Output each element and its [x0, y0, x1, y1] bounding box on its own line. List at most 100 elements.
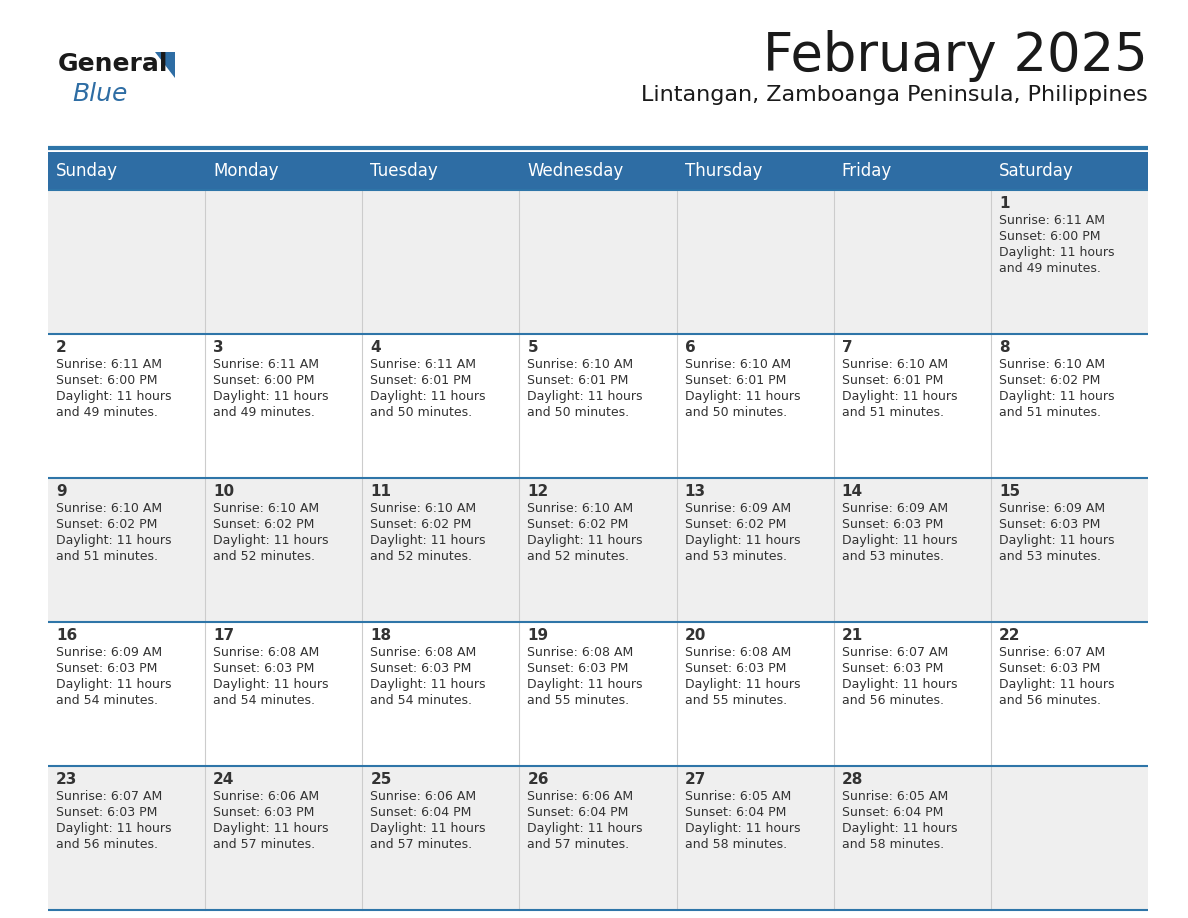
Text: and 52 minutes.: and 52 minutes. — [213, 550, 315, 563]
Text: Sunset: 6:02 PM: Sunset: 6:02 PM — [999, 374, 1100, 387]
Text: 18: 18 — [371, 628, 391, 643]
Text: Daylight: 11 hours: Daylight: 11 hours — [842, 534, 958, 547]
Text: Daylight: 11 hours: Daylight: 11 hours — [371, 822, 486, 835]
Text: and 49 minutes.: and 49 minutes. — [213, 406, 315, 419]
Text: Sunset: 6:03 PM: Sunset: 6:03 PM — [527, 662, 628, 675]
Text: and 58 minutes.: and 58 minutes. — [684, 838, 786, 851]
Text: Sunset: 6:01 PM: Sunset: 6:01 PM — [684, 374, 786, 387]
Text: Sunset: 6:00 PM: Sunset: 6:00 PM — [999, 230, 1100, 243]
Text: and 54 minutes.: and 54 minutes. — [56, 694, 158, 707]
Text: and 54 minutes.: and 54 minutes. — [213, 694, 315, 707]
Text: and 50 minutes.: and 50 minutes. — [527, 406, 630, 419]
Text: Daylight: 11 hours: Daylight: 11 hours — [527, 822, 643, 835]
Text: Sunset: 6:03 PM: Sunset: 6:03 PM — [56, 662, 157, 675]
Bar — [48, 478, 1148, 622]
Text: Sunset: 6:03 PM: Sunset: 6:03 PM — [999, 518, 1100, 531]
Text: and 49 minutes.: and 49 minutes. — [56, 406, 158, 419]
Text: Daylight: 11 hours: Daylight: 11 hours — [56, 390, 171, 403]
Text: and 57 minutes.: and 57 minutes. — [527, 838, 630, 851]
Text: Sunrise: 6:11 AM: Sunrise: 6:11 AM — [213, 358, 320, 371]
Text: and 55 minutes.: and 55 minutes. — [684, 694, 786, 707]
Text: Sunset: 6:03 PM: Sunset: 6:03 PM — [999, 662, 1100, 675]
Text: February 2025: February 2025 — [763, 30, 1148, 82]
Text: Sunset: 6:03 PM: Sunset: 6:03 PM — [842, 662, 943, 675]
Text: Sunset: 6:01 PM: Sunset: 6:01 PM — [371, 374, 472, 387]
Text: 7: 7 — [842, 340, 852, 355]
Text: Sunrise: 6:10 AM: Sunrise: 6:10 AM — [56, 502, 162, 515]
Text: and 55 minutes.: and 55 minutes. — [527, 694, 630, 707]
Text: Sunset: 6:02 PM: Sunset: 6:02 PM — [527, 518, 628, 531]
Text: 11: 11 — [371, 484, 391, 499]
Text: 24: 24 — [213, 772, 234, 787]
Text: Sunrise: 6:09 AM: Sunrise: 6:09 AM — [684, 502, 791, 515]
Text: Thursday: Thursday — [684, 162, 762, 180]
Text: Daylight: 11 hours: Daylight: 11 hours — [842, 822, 958, 835]
Text: Daylight: 11 hours: Daylight: 11 hours — [999, 246, 1114, 259]
Text: Sunrise: 6:05 AM: Sunrise: 6:05 AM — [684, 790, 791, 803]
Text: and 53 minutes.: and 53 minutes. — [684, 550, 786, 563]
Text: 19: 19 — [527, 628, 549, 643]
Text: 27: 27 — [684, 772, 706, 787]
Text: 2: 2 — [56, 340, 67, 355]
Text: Sunset: 6:04 PM: Sunset: 6:04 PM — [842, 806, 943, 819]
Text: Daylight: 11 hours: Daylight: 11 hours — [56, 534, 171, 547]
Text: Sunset: 6:03 PM: Sunset: 6:03 PM — [684, 662, 786, 675]
Text: Daylight: 11 hours: Daylight: 11 hours — [999, 390, 1114, 403]
Text: 9: 9 — [56, 484, 67, 499]
Text: Daylight: 11 hours: Daylight: 11 hours — [56, 678, 171, 691]
Text: and 51 minutes.: and 51 minutes. — [999, 406, 1101, 419]
Text: and 56 minutes.: and 56 minutes. — [842, 694, 943, 707]
Text: Sunset: 6:00 PM: Sunset: 6:00 PM — [213, 374, 315, 387]
Text: and 49 minutes.: and 49 minutes. — [999, 262, 1101, 275]
Text: Sunset: 6:03 PM: Sunset: 6:03 PM — [213, 662, 315, 675]
Text: 20: 20 — [684, 628, 706, 643]
Text: 26: 26 — [527, 772, 549, 787]
Text: Sunset: 6:03 PM: Sunset: 6:03 PM — [842, 518, 943, 531]
Text: Sunrise: 6:08 AM: Sunrise: 6:08 AM — [684, 646, 791, 659]
Text: 23: 23 — [56, 772, 77, 787]
Text: 15: 15 — [999, 484, 1020, 499]
Text: Sunrise: 6:09 AM: Sunrise: 6:09 AM — [999, 502, 1105, 515]
Text: Sunset: 6:00 PM: Sunset: 6:00 PM — [56, 374, 158, 387]
Text: Daylight: 11 hours: Daylight: 11 hours — [842, 678, 958, 691]
Text: Tuesday: Tuesday — [371, 162, 438, 180]
Text: Sunset: 6:02 PM: Sunset: 6:02 PM — [684, 518, 786, 531]
Text: 8: 8 — [999, 340, 1010, 355]
Text: Sunrise: 6:10 AM: Sunrise: 6:10 AM — [527, 502, 633, 515]
Bar — [48, 766, 1148, 910]
Text: Sunrise: 6:11 AM: Sunrise: 6:11 AM — [56, 358, 162, 371]
Text: 22: 22 — [999, 628, 1020, 643]
Text: Sunrise: 6:07 AM: Sunrise: 6:07 AM — [999, 646, 1105, 659]
Text: 10: 10 — [213, 484, 234, 499]
Text: Daylight: 11 hours: Daylight: 11 hours — [684, 678, 800, 691]
Text: Friday: Friday — [842, 162, 892, 180]
Text: and 58 minutes.: and 58 minutes. — [842, 838, 943, 851]
Text: Daylight: 11 hours: Daylight: 11 hours — [999, 534, 1114, 547]
Text: Saturday: Saturday — [999, 162, 1074, 180]
Text: Sunset: 6:04 PM: Sunset: 6:04 PM — [371, 806, 472, 819]
Text: Sunset: 6:04 PM: Sunset: 6:04 PM — [684, 806, 786, 819]
Polygon shape — [154, 52, 175, 78]
Text: Sunrise: 6:06 AM: Sunrise: 6:06 AM — [371, 790, 476, 803]
Text: Daylight: 11 hours: Daylight: 11 hours — [213, 822, 329, 835]
Text: 4: 4 — [371, 340, 381, 355]
Bar — [48, 152, 1148, 190]
Text: Sunrise: 6:06 AM: Sunrise: 6:06 AM — [213, 790, 320, 803]
Text: Daylight: 11 hours: Daylight: 11 hours — [371, 678, 486, 691]
Text: and 56 minutes.: and 56 minutes. — [56, 838, 158, 851]
Text: Wednesday: Wednesday — [527, 162, 624, 180]
Text: Sunset: 6:03 PM: Sunset: 6:03 PM — [213, 806, 315, 819]
Text: Monday: Monday — [213, 162, 279, 180]
Text: 28: 28 — [842, 772, 864, 787]
Text: Sunset: 6:03 PM: Sunset: 6:03 PM — [371, 662, 472, 675]
Text: Sunrise: 6:08 AM: Sunrise: 6:08 AM — [527, 646, 633, 659]
Text: Sunrise: 6:06 AM: Sunrise: 6:06 AM — [527, 790, 633, 803]
Text: Daylight: 11 hours: Daylight: 11 hours — [371, 534, 486, 547]
Text: Sunrise: 6:10 AM: Sunrise: 6:10 AM — [684, 358, 791, 371]
Text: Sunrise: 6:10 AM: Sunrise: 6:10 AM — [213, 502, 320, 515]
Text: Sunset: 6:01 PM: Sunset: 6:01 PM — [527, 374, 628, 387]
Text: and 57 minutes.: and 57 minutes. — [371, 838, 473, 851]
Text: and 53 minutes.: and 53 minutes. — [999, 550, 1101, 563]
Text: Daylight: 11 hours: Daylight: 11 hours — [527, 678, 643, 691]
Text: Daylight: 11 hours: Daylight: 11 hours — [371, 390, 486, 403]
